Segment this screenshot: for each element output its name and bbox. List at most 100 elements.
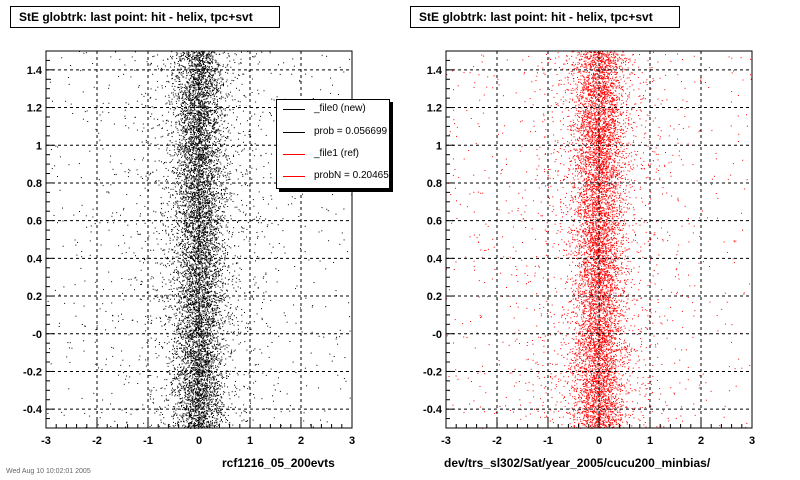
data-point <box>182 213 184 215</box>
data-point <box>206 108 208 110</box>
data-point <box>149 300 151 302</box>
data-point <box>188 107 190 109</box>
data-point <box>209 90 211 92</box>
data-point <box>192 150 194 152</box>
data-point <box>129 170 131 172</box>
data-point <box>184 296 186 298</box>
data-point <box>193 248 194 250</box>
data-point <box>308 259 310 261</box>
data-point <box>226 179 228 181</box>
data-point <box>193 77 194 79</box>
data-point <box>201 280 203 281</box>
data-point <box>195 384 197 386</box>
data-point <box>172 392 173 394</box>
data-point <box>196 228 197 230</box>
data-point <box>213 175 215 177</box>
data-point <box>245 173 246 175</box>
data-point <box>177 148 179 150</box>
data-point <box>84 412 86 414</box>
data-point <box>200 415 202 416</box>
data-point <box>216 392 218 394</box>
data-point <box>202 254 204 256</box>
data-point <box>192 332 193 334</box>
data-point <box>162 300 164 302</box>
data-point <box>215 382 217 383</box>
data-point <box>181 374 183 376</box>
data-point <box>203 350 205 352</box>
data-point <box>98 132 100 134</box>
data-point <box>204 227 206 229</box>
data-point <box>204 66 206 68</box>
data-point <box>219 247 221 249</box>
data-point <box>234 62 236 63</box>
data-point <box>217 217 219 219</box>
data-point <box>197 395 199 397</box>
data-point <box>187 192 189 194</box>
data-point <box>204 81 206 83</box>
data-point <box>189 187 191 189</box>
data-point <box>220 396 222 398</box>
data-point <box>197 259 199 260</box>
data-point <box>217 156 219 158</box>
data-point <box>199 303 201 305</box>
data-point <box>152 285 154 287</box>
data-point <box>200 268 202 270</box>
data-point <box>208 202 210 203</box>
data-point <box>194 422 195 424</box>
data-point <box>201 158 203 160</box>
data-point <box>227 199 229 201</box>
data-point <box>220 262 222 264</box>
data-point <box>205 138 207 140</box>
data-point <box>204 332 206 334</box>
data-point <box>206 85 207 87</box>
data-point <box>212 278 213 280</box>
data-point <box>185 213 186 215</box>
data-point <box>75 315 77 317</box>
data-point <box>191 322 193 324</box>
data-point <box>197 356 199 358</box>
data-point <box>195 118 196 120</box>
data-point <box>194 409 196 411</box>
data-point <box>179 97 180 99</box>
data-point <box>141 103 143 105</box>
data-point <box>189 55 191 57</box>
data-point <box>208 393 210 395</box>
data-point <box>204 311 206 313</box>
data-point <box>188 93 190 95</box>
data-point <box>174 348 175 350</box>
data-point <box>183 377 185 379</box>
data-point <box>191 334 193 336</box>
data-point <box>215 299 217 301</box>
data-point <box>237 331 239 333</box>
data-point <box>186 96 187 98</box>
data-point <box>201 109 202 111</box>
data-point <box>217 339 219 341</box>
data-point <box>108 192 110 194</box>
data-point <box>185 231 187 233</box>
data-point <box>220 217 222 219</box>
data-point <box>220 115 222 117</box>
data-point <box>202 373 204 375</box>
data-point <box>195 116 197 118</box>
data-point <box>189 256 191 258</box>
data-point <box>193 145 195 147</box>
data-point <box>182 71 184 73</box>
data-point <box>228 318 230 320</box>
data-point <box>205 410 207 412</box>
data-point <box>176 354 178 355</box>
data-point <box>174 306 176 308</box>
data-point <box>217 281 219 282</box>
data-point <box>210 223 212 225</box>
data-point <box>206 332 208 334</box>
data-point <box>202 121 204 123</box>
data-point <box>180 397 182 399</box>
data-point <box>215 272 217 274</box>
data-point <box>215 277 217 279</box>
data-point <box>213 52 215 54</box>
data-point <box>203 206 204 207</box>
data-point <box>341 232 343 234</box>
data-point <box>116 212 118 214</box>
data-point <box>174 337 176 339</box>
data-point <box>189 158 191 160</box>
data-point <box>188 175 190 177</box>
